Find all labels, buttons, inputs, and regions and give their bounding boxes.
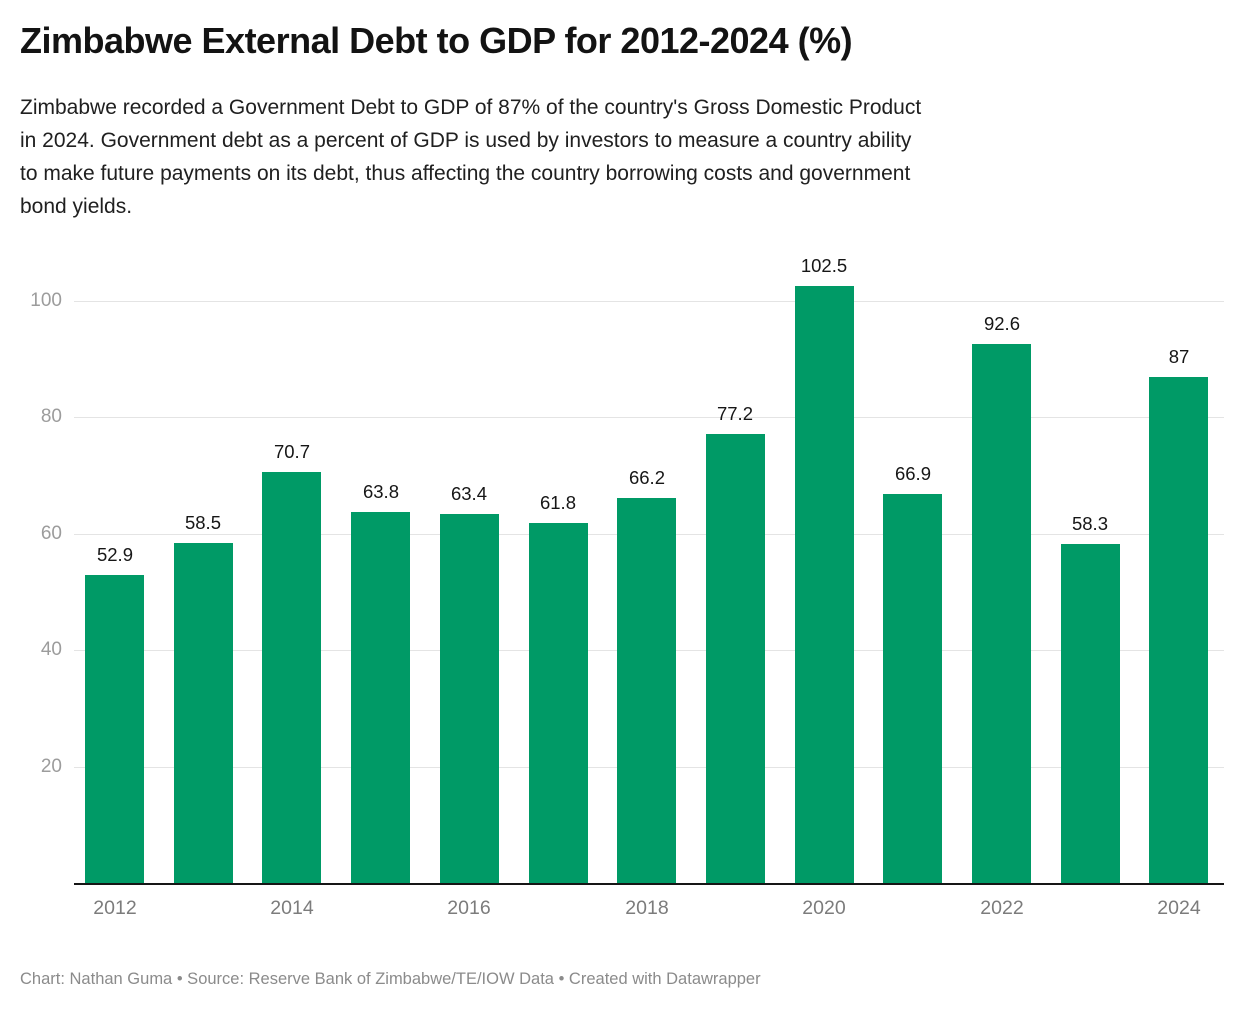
y-tick-label: 100	[30, 290, 62, 311]
bar-value-label: 87	[1168, 346, 1190, 367]
bar-2024	[1149, 377, 1208, 883]
gridline	[74, 301, 1224, 302]
x-tick-label: 2016	[447, 897, 491, 919]
description-line: to make future payments on its debt, thu…	[20, 162, 911, 185]
bar-value-label: 63.8	[362, 481, 399, 502]
bar-2022	[972, 344, 1031, 883]
bar-2016	[440, 514, 499, 883]
bar-value-label: 52.9	[96, 544, 133, 565]
x-tick-label: 2014	[270, 897, 314, 919]
bar-value-label: 61.8	[539, 492, 576, 513]
gridline	[74, 417, 1224, 418]
bar-value-label: 102.5	[800, 255, 848, 276]
bar-value-label: 58.3	[1071, 513, 1108, 534]
bar-value-label: 58.5	[184, 512, 221, 533]
bar-2019	[706, 434, 765, 883]
credit-line: Chart: Nathan Guma • Source: Reserve Ban…	[20, 970, 761, 988]
y-tick-label: 80	[40, 406, 62, 427]
x-tick-label: 2020	[802, 897, 846, 919]
bar-value-label: 63.4	[450, 483, 487, 504]
x-tick-label: 2018	[625, 897, 669, 919]
bar-value-label: 66.9	[894, 463, 931, 484]
y-tick-label: 20	[40, 756, 62, 777]
bar-2018	[617, 498, 676, 883]
description-line: Zimbabwe recorded a Government Debt to G…	[20, 96, 922, 119]
y-tick-label: 60	[40, 523, 62, 544]
description-line: bond yields.	[20, 195, 133, 218]
page-title: Zimbabwe External Debt to GDP for 2012-2…	[20, 20, 853, 61]
description-line: in 2024. Government debt as a percent of…	[20, 129, 912, 152]
bar-value-label: 66.2	[628, 467, 665, 488]
bar-value-label: 70.7	[273, 441, 310, 462]
bar-2023	[1061, 544, 1120, 883]
x-tick-label: 2012	[93, 897, 137, 919]
x-tick-label: 2022	[980, 897, 1024, 919]
chart-description: Zimbabwe recorded a Government Debt to G…	[20, 91, 1230, 223]
bar-value-label: 77.2	[716, 403, 753, 424]
y-tick-label: 40	[40, 639, 62, 660]
x-axis-line	[74, 883, 1224, 885]
bar-2014	[262, 472, 321, 883]
x-tick-label: 2024	[1157, 897, 1201, 919]
bar-2017	[529, 523, 588, 883]
bar-2012	[85, 575, 144, 883]
bar-2020	[795, 286, 854, 883]
bar-value-label: 92.6	[983, 313, 1020, 334]
bar-2013	[174, 543, 233, 883]
bar-2021	[883, 494, 942, 883]
bar-2015	[351, 512, 410, 883]
